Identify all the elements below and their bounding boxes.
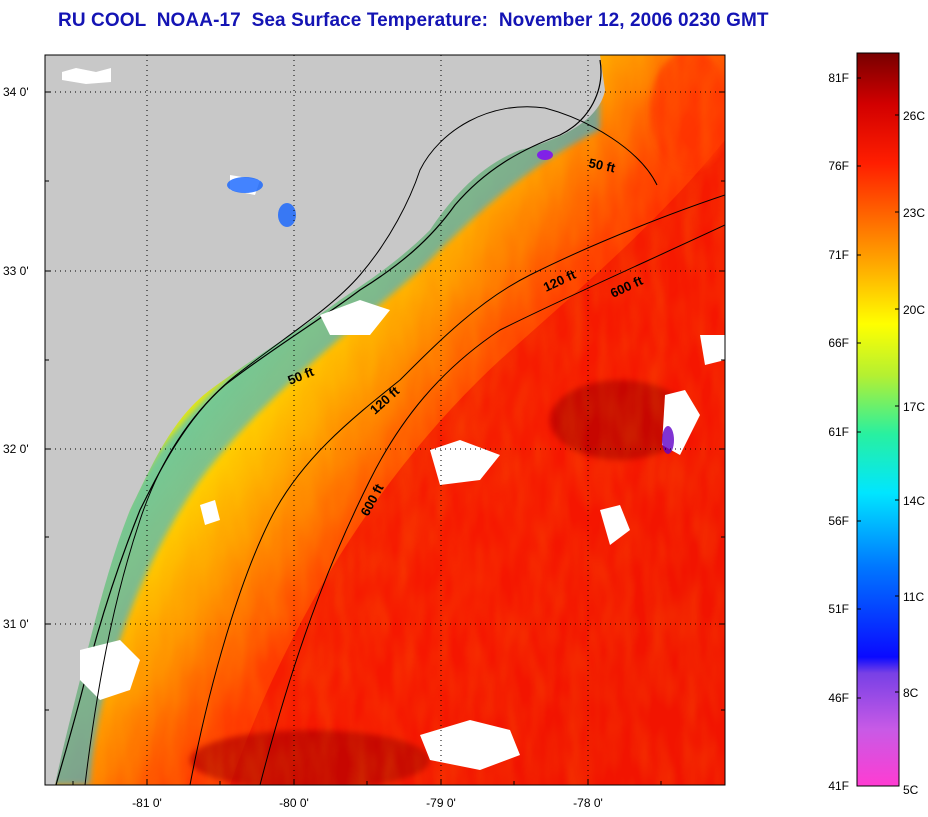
colorbar-ticks <box>857 77 899 699</box>
cb-f-label: 61F <box>828 425 849 439</box>
lon-label-80: -80 0' <box>279 796 309 810</box>
contour-600ft <box>259 224 725 785</box>
contour-label-50ft-north: 50 ft <box>587 155 617 175</box>
cold-spot <box>662 426 674 454</box>
cloud-patch <box>200 500 220 525</box>
cloud-patch <box>700 335 725 365</box>
cb-c-label: 23C <box>903 206 925 220</box>
cloud-patch <box>320 300 390 335</box>
cb-f-label: 66F <box>828 336 849 350</box>
cb-f-label: 81F <box>828 71 849 85</box>
cb-f-label: 56F <box>828 514 849 528</box>
contour-120ft <box>189 194 725 785</box>
cloud-patch <box>80 640 140 700</box>
cb-c-label: 26C <box>903 109 925 123</box>
lon-label-81: -81 0' <box>132 796 162 810</box>
map-panel <box>45 55 725 785</box>
cb-c-label: 11C <box>903 590 924 604</box>
cb-c-label: 5C <box>903 783 919 797</box>
lat-label-31: 31 0' <box>3 617 29 631</box>
colorbar: 81F 76F 71F 66F 61F 56F 51F 46F 41F 26C … <box>828 52 925 797</box>
cold-spot <box>537 150 553 160</box>
lat-label-32: 32 0' <box>3 442 29 456</box>
cold-spot <box>278 203 296 227</box>
colorbar-scale <box>856 52 900 787</box>
cb-f-label: 51F <box>828 602 849 616</box>
cb-f-label: 71F <box>828 248 849 262</box>
cold-spot <box>227 177 263 193</box>
cb-f-label: 41F <box>828 779 849 793</box>
contour-50ft <box>84 106 658 785</box>
graticule <box>45 55 725 785</box>
cloud-patch <box>420 720 520 770</box>
cb-f-label: 46F <box>828 691 849 705</box>
cb-f-label: 76F <box>828 159 849 173</box>
cloud-patch <box>430 440 500 485</box>
map-frame <box>44 54 726 786</box>
lat-label-33: 33 0' <box>3 264 29 278</box>
cb-c-label: 8C <box>903 686 919 700</box>
cloud-patch <box>600 505 630 545</box>
map-title: RU COOL NOAA-17 Sea Surface Temperature:… <box>58 10 769 31</box>
lat-label-34: 34 0' <box>3 85 29 99</box>
cloud-patch <box>62 68 111 84</box>
tick-marks <box>45 91 725 785</box>
lon-label-78: -78 0' <box>573 796 603 810</box>
cb-c-label: 17C <box>903 400 925 414</box>
lon-label-79: -79 0' <box>426 796 456 810</box>
cb-c-label: 20C <box>903 303 925 317</box>
cb-c-label: 14C <box>903 494 925 508</box>
land-mass <box>45 55 605 785</box>
